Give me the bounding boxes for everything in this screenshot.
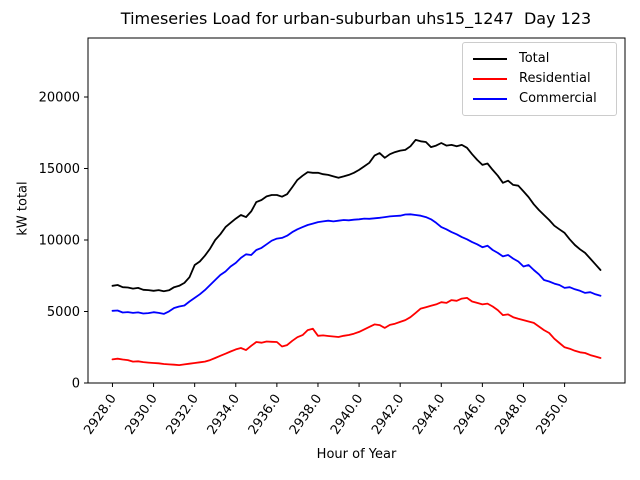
y-tick-label: 10000 bbox=[39, 234, 80, 249]
axes-frame bbox=[87, 37, 626, 384]
x-tick-label: 2950.0 bbox=[533, 392, 571, 438]
x-tick-label: 2948.0 bbox=[492, 392, 530, 438]
x-tick-label: 2938.0 bbox=[287, 392, 325, 438]
legend-label-residential: Residential bbox=[519, 71, 591, 86]
x-tick-label: 2928.0 bbox=[81, 392, 119, 438]
y-tick-label: 15000 bbox=[39, 162, 80, 177]
legend: Total Residential Commercial bbox=[462, 42, 617, 116]
x-tick-label: 2942.0 bbox=[369, 392, 407, 438]
y-tick-label: 5000 bbox=[47, 305, 80, 320]
x-tick-label: 2946.0 bbox=[451, 392, 489, 438]
chart-title: Timeseries Load for urban-suburban uhs15… bbox=[120, 9, 592, 28]
series-line-commercial bbox=[111, 213, 602, 315]
x-tick-label: 2936.0 bbox=[246, 392, 284, 438]
legend-line-residential bbox=[473, 78, 507, 80]
legend-line-total bbox=[473, 58, 507, 60]
x-tick-label: 2944.0 bbox=[410, 392, 448, 438]
x-axis-label: Hour of Year bbox=[316, 447, 397, 462]
legend-label-commercial: Commercial bbox=[519, 91, 597, 106]
legend-entry-residential: Residential bbox=[471, 69, 608, 89]
x-tick-label: 2930.0 bbox=[122, 392, 160, 438]
legend-line-commercial bbox=[473, 98, 507, 100]
legend-label-total: Total bbox=[519, 51, 550, 66]
x-tick-label: 2934.0 bbox=[205, 392, 243, 438]
legend-entry-total: Total bbox=[471, 49, 608, 69]
y-tick-label: 0 bbox=[72, 377, 80, 392]
y-tick-label: 20000 bbox=[39, 91, 80, 106]
x-tick-label: 2932.0 bbox=[164, 392, 202, 438]
x-tick-label: 2940.0 bbox=[328, 392, 366, 438]
series-line-residential bbox=[111, 296, 602, 367]
legend-entry-commercial: Commercial bbox=[471, 89, 608, 109]
series-line-total bbox=[111, 138, 602, 293]
